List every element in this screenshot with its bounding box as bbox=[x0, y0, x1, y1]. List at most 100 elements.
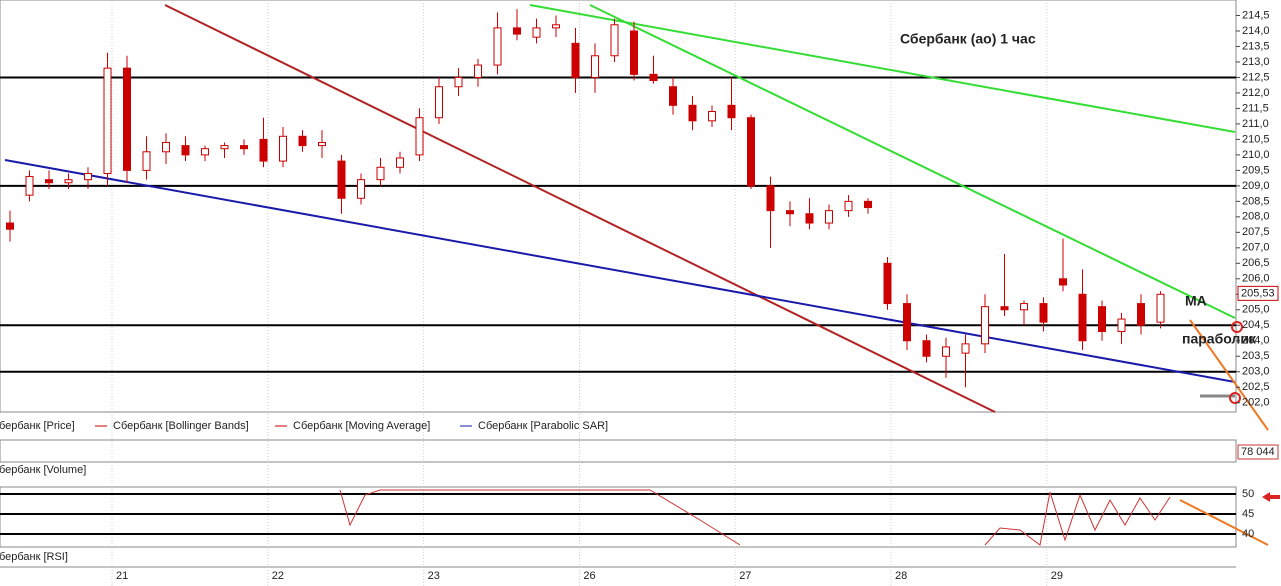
rsi-label: Сбербанк [RSI] bbox=[0, 551, 68, 563]
candle-body bbox=[571, 42, 580, 78]
candle-body bbox=[1059, 278, 1067, 286]
candle-body bbox=[279, 135, 287, 162]
y-tick-label: 210,0 bbox=[1242, 149, 1270, 161]
y-tick-label: 205,0 bbox=[1242, 304, 1270, 316]
candle-body bbox=[25, 176, 34, 196]
candle-body bbox=[1039, 303, 1048, 323]
arrows bbox=[1179, 319, 1280, 546]
candle-body bbox=[552, 24, 560, 29]
y-tick-label: 207,5 bbox=[1242, 226, 1270, 238]
candle-body bbox=[181, 145, 190, 156]
last-price: 205,53 bbox=[1241, 287, 1275, 299]
y-tick-label: 203,0 bbox=[1242, 366, 1270, 378]
trend-line bbox=[589, 4, 1236, 319]
candle-body bbox=[64, 179, 73, 184]
y-tick-label: 204,5 bbox=[1242, 319, 1270, 331]
candle-body bbox=[708, 111, 716, 122]
y-tick-label: 207,0 bbox=[1242, 242, 1270, 254]
y-tick-label: 209,0 bbox=[1242, 180, 1270, 192]
x-tick-label: 28 bbox=[895, 570, 907, 582]
candle-body bbox=[981, 306, 989, 345]
candle-body bbox=[142, 151, 151, 171]
candle-body bbox=[1156, 293, 1165, 323]
candle-body bbox=[1098, 306, 1106, 332]
legend-entry: Сбербанк [Bollinger Bands] bbox=[113, 420, 249, 432]
volume-box bbox=[1237, 444, 1279, 460]
candle-body bbox=[864, 200, 872, 209]
candle-body bbox=[123, 67, 131, 171]
y-tick-label: 212,5 bbox=[1242, 71, 1270, 83]
marker bbox=[1262, 492, 1280, 502]
candle-body bbox=[318, 141, 326, 147]
candle-body bbox=[220, 145, 229, 150]
trend-line bbox=[529, 4, 1236, 133]
candle-body bbox=[727, 104, 736, 119]
annotation: MA bbox=[1185, 293, 1207, 309]
trend-line bbox=[4, 159, 1236, 383]
candle-body bbox=[922, 340, 931, 357]
x-tick-label: 27 bbox=[739, 570, 751, 582]
candle-body bbox=[786, 210, 794, 215]
x-tick-label: 22 bbox=[272, 570, 284, 582]
y-tick-label: 208,5 bbox=[1242, 195, 1270, 207]
candle-body bbox=[669, 86, 677, 106]
marker bbox=[1229, 392, 1241, 404]
x-tick-label: 23 bbox=[428, 570, 440, 582]
y-tick-label: 206,5 bbox=[1242, 257, 1270, 269]
candle-body bbox=[1137, 303, 1145, 326]
price-panel bbox=[0, 0, 1237, 413]
y-tick-label: 214,5 bbox=[1242, 9, 1270, 21]
legend-entry: Сбербанк [Price] bbox=[0, 420, 75, 432]
y-tick-label: 213,0 bbox=[1242, 56, 1270, 68]
candle-body bbox=[883, 262, 892, 305]
volume-last: 78 044 bbox=[1241, 446, 1275, 458]
y-tick-label: 211,5 bbox=[1242, 102, 1269, 114]
candle-body bbox=[376, 166, 385, 181]
y-tick-label: 202,0 bbox=[1242, 397, 1270, 409]
annotation: параболик bbox=[1182, 331, 1257, 347]
candle-body bbox=[1020, 303, 1028, 311]
candle-body bbox=[903, 303, 911, 342]
candle-body bbox=[1000, 306, 1009, 311]
candle-body bbox=[493, 27, 502, 66]
candle-body bbox=[396, 157, 404, 168]
candle-body bbox=[415, 117, 424, 156]
y-tick-label: 211,0 bbox=[1242, 118, 1269, 130]
candle-body bbox=[259, 138, 268, 162]
y-tick-label: 202,5 bbox=[1242, 381, 1270, 393]
candle-body bbox=[649, 73, 658, 82]
rsi-tick-label: 50 bbox=[1242, 488, 1254, 500]
arrow bbox=[1189, 319, 1269, 431]
candle-body bbox=[942, 346, 950, 357]
rsi-tick-label: 45 bbox=[1242, 508, 1254, 520]
candle-body bbox=[844, 200, 853, 212]
candle-body bbox=[162, 141, 170, 153]
candle-body bbox=[766, 185, 775, 212]
candle-body bbox=[45, 179, 53, 184]
marker bbox=[1231, 321, 1243, 333]
candle-body bbox=[688, 104, 697, 122]
candle-body bbox=[240, 145, 248, 150]
y-tick-label: 213,5 bbox=[1242, 40, 1270, 52]
y-tick-label: 203,5 bbox=[1242, 350, 1270, 362]
x-tick-label: 21 bbox=[116, 570, 128, 582]
y-tick-label: 209,5 bbox=[1242, 164, 1270, 176]
candle-body bbox=[454, 76, 463, 88]
trend-lines bbox=[4, 4, 1236, 413]
candle-body bbox=[357, 179, 365, 199]
candle-body bbox=[591, 55, 599, 78]
y-tick-label: 212,0 bbox=[1242, 87, 1270, 99]
candle-body bbox=[747, 117, 755, 187]
candle-body bbox=[805, 213, 814, 224]
volume-panel bbox=[0, 439, 1237, 463]
candle-body bbox=[84, 172, 92, 181]
chart-title: Сбербанк (ао) 1 час bbox=[900, 31, 1036, 47]
y-tick-label: 204,0 bbox=[1242, 335, 1270, 347]
rsi-line bbox=[984, 491, 1171, 546]
candle-body bbox=[513, 27, 521, 35]
candle-body bbox=[6, 222, 14, 230]
candle-body bbox=[201, 148, 209, 156]
arrow bbox=[1179, 499, 1269, 546]
